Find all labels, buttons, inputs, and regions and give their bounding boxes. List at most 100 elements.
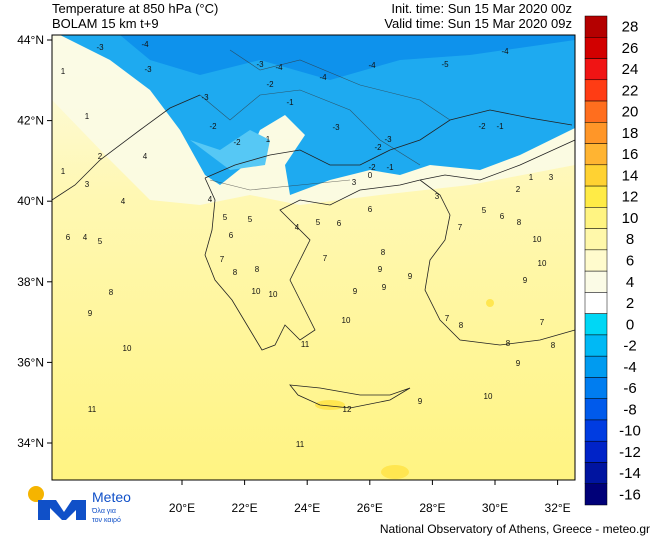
contour-label: 8 <box>459 321 464 330</box>
contour-label: -3 <box>332 123 340 132</box>
contour-label: 5 <box>316 218 321 227</box>
x-tick-label: 30°E <box>482 501 508 515</box>
contour-label: 7 <box>458 223 463 232</box>
contour-label: 9 <box>382 283 387 292</box>
colorbar-label: -16 <box>619 486 641 503</box>
contour-label: 6 <box>229 231 234 240</box>
contour-label: 2 <box>516 185 521 194</box>
y-tick-label: 38°N <box>17 275 44 289</box>
contour-label: -2 <box>374 143 382 152</box>
contour-label: -1 <box>286 98 294 107</box>
logo-slogan: τον καιρό <box>92 516 121 524</box>
contour-label: 6 <box>500 212 505 221</box>
contour-label: -1 <box>386 163 394 172</box>
colorbar-label: -14 <box>619 465 641 482</box>
colorbar: 2826242220181614121086420-2-4-6-8-10-12-… <box>584 15 641 506</box>
x-tick-label: 22°E <box>232 501 258 515</box>
init-time: Init. time: Sun 15 Mar 2020 00z <box>391 1 572 16</box>
coastlines <box>51 94 576 409</box>
colorbar-label: -2 <box>623 338 636 355</box>
colorbar-label: -8 <box>623 401 636 418</box>
colorbar-swatch <box>584 355 608 378</box>
contour-label: 11 <box>296 440 305 449</box>
colorbar-swatch <box>584 15 608 38</box>
colorbar-swatch <box>584 334 608 357</box>
x-tick-label: 24°E <box>294 501 320 515</box>
contour-label: 5 <box>223 213 228 222</box>
contour-label: 6 <box>66 233 71 242</box>
colorbar-swatch <box>584 122 608 144</box>
contour-label: -4 <box>368 61 376 70</box>
contour-label: 10 <box>484 392 493 401</box>
colorbar-swatch <box>584 58 608 81</box>
colorbar-label: 18 <box>622 125 639 142</box>
contour-label: 2 <box>98 152 103 161</box>
colorbar-label: 16 <box>622 146 639 163</box>
colorbar-swatch <box>584 79 608 102</box>
logo-slogan: Όλα για <box>91 508 116 515</box>
contour-label: -5 <box>441 60 449 69</box>
colorbar-label: 8 <box>626 231 634 248</box>
contour-label: 9 <box>378 265 383 274</box>
contour-label: 5 <box>98 237 103 246</box>
contour-label: 11 <box>301 340 310 349</box>
contour-label: 7 <box>323 254 328 263</box>
contour-label: 6 <box>337 219 342 228</box>
colorbar-label: 4 <box>626 274 634 291</box>
contour-label: -2 <box>266 80 274 89</box>
colorbar-swatch <box>584 100 608 123</box>
contour-label: -3 <box>96 43 104 52</box>
contour-label: 3 <box>85 180 90 189</box>
colorbar-swatch <box>584 483 608 506</box>
axes: 20°E 22°E 24°E 26°E 28°E 30°E 32°E 34°N 36°N 38°N… <box>17 33 570 515</box>
contour-label: -2 <box>478 122 486 131</box>
contour-label: 7 <box>220 255 225 264</box>
contour-label: 9 <box>418 397 423 406</box>
colorbar-swatch <box>584 313 608 336</box>
colorbar-swatch <box>584 270 608 293</box>
contour-label: -4 <box>319 73 327 82</box>
contour-labels: -3 -4-3-3-3 -4-2-1-4-3-4 -5-4-2 -1-2-2 1 -3-2-… <box>61 40 556 449</box>
contour-label: 8 <box>381 248 386 257</box>
colorbar-label: 20 <box>622 104 639 121</box>
contour-label: 1 <box>529 173 534 182</box>
contour-label: 10 <box>538 259 547 268</box>
colorbar-label: 2 <box>626 295 634 312</box>
contour-label: 1 <box>61 167 66 176</box>
y-tick-label: 44°N <box>17 33 44 47</box>
colorbar-label: 22 <box>622 82 639 99</box>
contour-label: 8 <box>517 218 522 227</box>
contour-label: 8 <box>551 341 556 350</box>
contour-label: 7 <box>540 318 545 327</box>
colorbar-swatch <box>584 185 608 208</box>
colorbar-label: -10 <box>619 423 641 440</box>
contour-label: -3 <box>384 135 392 144</box>
contour-label: -3 <box>256 60 264 69</box>
contour-label: 8 <box>233 268 238 277</box>
contour-label: -2 <box>209 122 217 131</box>
map-frame <box>51 34 576 481</box>
contour-label: 10 <box>533 235 542 244</box>
y-tick-label: 40°N <box>17 194 44 208</box>
contour-label: 8 <box>255 265 260 274</box>
contour-label: 6 <box>368 205 373 214</box>
colorbar-label: 24 <box>622 61 639 78</box>
contour-label: -3 <box>201 93 209 102</box>
contour-label: 1 <box>85 112 90 121</box>
colorbar-swatch <box>584 377 608 399</box>
contour-label: -4 <box>275 63 283 72</box>
colorbar-swatch <box>584 164 608 187</box>
colorbar-swatch <box>584 292 608 314</box>
colorbar-label: 26 <box>622 40 639 57</box>
colorbar-label: -12 <box>619 444 641 461</box>
title: Temperature at 850 hPa (°C) <box>52 1 218 16</box>
x-tick-label: 28°E <box>419 501 445 515</box>
contour-label: 10 <box>252 287 261 296</box>
x-tick-label: 20°E <box>169 501 195 515</box>
contour-label: 9 <box>353 287 358 296</box>
contour-label: 9 <box>523 276 528 285</box>
contour-label: 12 <box>343 405 352 414</box>
colorbar-swatch <box>584 440 608 463</box>
colorbar-label: 0 <box>626 316 634 333</box>
